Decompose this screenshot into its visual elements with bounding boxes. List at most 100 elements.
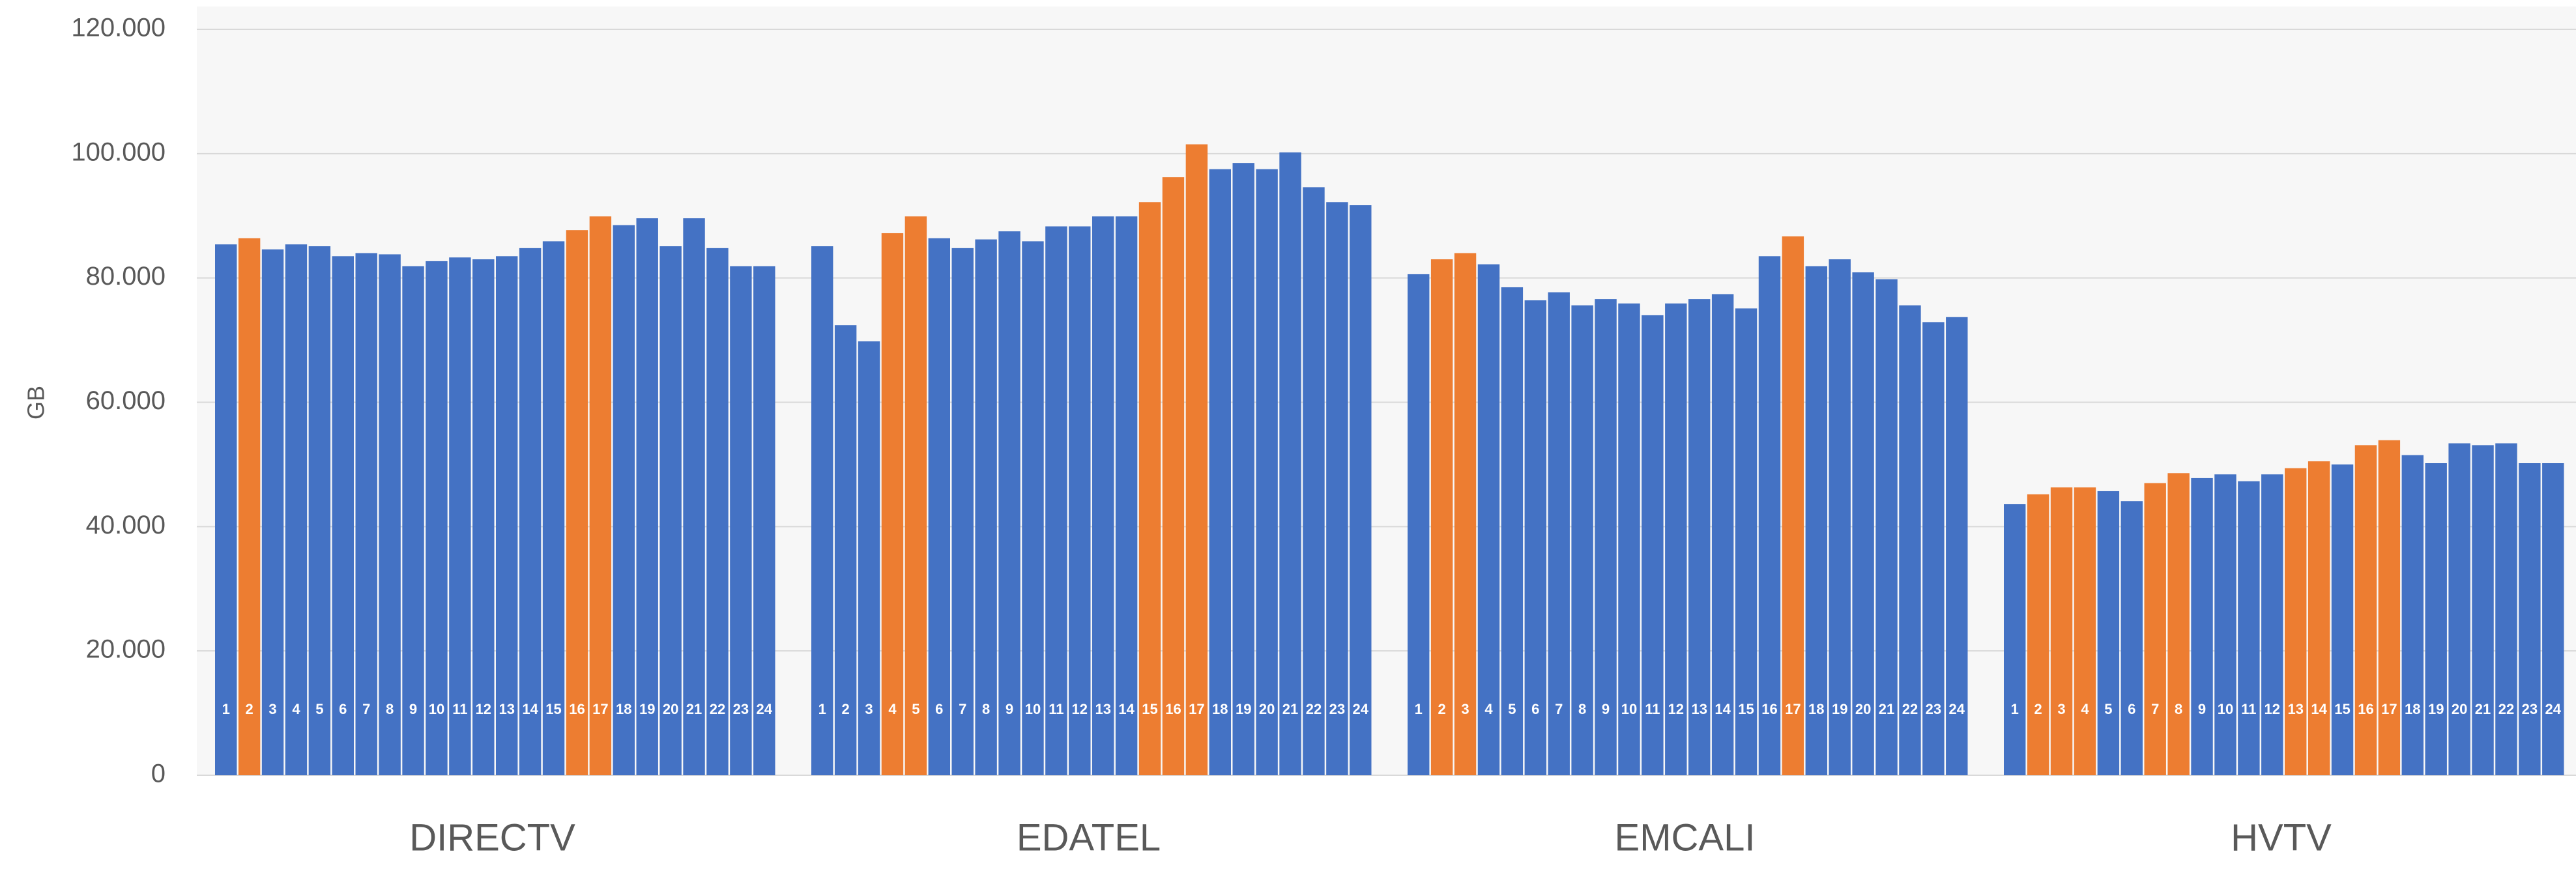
bar — [1350, 205, 1372, 775]
bar — [2354, 445, 2377, 775]
bar-label: 20 — [1259, 701, 1275, 717]
bar-label: 14 — [1118, 701, 1135, 717]
bar-label: 7 — [2151, 701, 2159, 717]
bar — [613, 225, 635, 775]
bar — [881, 233, 904, 775]
x-tick-label: HVTV — [2231, 816, 2332, 859]
bar-label: 13 — [1095, 701, 1110, 717]
bar-label: 18 — [1808, 701, 1824, 717]
bar-label: 8 — [982, 701, 990, 717]
y-tick-label: 100.000 — [71, 137, 166, 166]
bar — [2074, 487, 2096, 775]
bar — [1922, 322, 1945, 776]
bar — [285, 244, 308, 775]
bar-label: 16 — [1165, 701, 1181, 717]
bar — [904, 216, 927, 775]
bar — [683, 218, 705, 776]
bar — [2285, 468, 2307, 775]
bar-label: 21 — [1282, 701, 1298, 717]
bar-label: 8 — [386, 701, 394, 717]
x-tick-label: EDATEL — [1017, 816, 1161, 859]
bar — [1852, 272, 1874, 775]
bar — [1069, 226, 1091, 775]
bar-label: 15 — [545, 701, 561, 717]
bar — [2167, 473, 2190, 775]
bar-label: 5 — [1508, 701, 1516, 717]
bar-label: 2 — [246, 701, 253, 717]
bar-label: 8 — [2175, 701, 2182, 717]
bar-label: 24 — [1949, 701, 1965, 717]
bar — [2308, 461, 2330, 775]
bar-label: 6 — [2128, 701, 2135, 717]
bar — [1711, 294, 1734, 776]
bar-label: 22 — [710, 701, 725, 717]
bar-label: 13 — [499, 701, 514, 717]
bar — [472, 259, 495, 776]
bar-label: 20 — [663, 701, 678, 717]
bar — [730, 266, 752, 776]
bar — [2495, 443, 2517, 775]
bar — [1209, 169, 1231, 775]
bar-label: 3 — [268, 701, 276, 717]
bar — [858, 341, 880, 775]
bar — [1408, 274, 1430, 776]
bar-label: 5 — [315, 701, 323, 717]
bar-label: 4 — [888, 701, 897, 717]
bar — [1829, 259, 1851, 776]
y-tick-label: 0 — [151, 760, 166, 788]
bar — [2214, 474, 2236, 775]
bar-label: 16 — [569, 701, 585, 717]
bar-label: 8 — [1578, 701, 1586, 717]
bar — [636, 218, 658, 776]
bar — [566, 230, 588, 776]
bar-label: 17 — [1189, 701, 1204, 717]
bar-label: 24 — [2545, 701, 2562, 717]
y-tick-label: 60.000 — [86, 386, 166, 415]
bar — [355, 253, 377, 775]
bar-label: 20 — [1855, 701, 1871, 717]
bar — [1477, 264, 1500, 775]
bar-label: 1 — [222, 701, 230, 717]
bar — [1735, 308, 1758, 775]
bar — [1805, 266, 1827, 776]
x-tick-label: DIRECTV — [409, 816, 575, 859]
bar — [542, 241, 565, 775]
bar — [2425, 463, 2447, 775]
bar — [2331, 464, 2354, 775]
bar — [1115, 216, 1138, 775]
bar — [1688, 299, 1711, 775]
bar — [2542, 463, 2564, 775]
bar — [1303, 187, 1325, 775]
bar-label: 23 — [2522, 701, 2538, 717]
bar-label: 1 — [818, 701, 826, 717]
bar — [1430, 259, 1453, 776]
bar — [449, 257, 471, 775]
bar — [1758, 256, 1781, 775]
bar-label: 3 — [865, 701, 873, 717]
bar-label: 15 — [1142, 701, 1157, 717]
bar — [951, 248, 974, 775]
bar-label: 23 — [1329, 701, 1345, 717]
bar — [1092, 216, 1114, 775]
bar — [2004, 504, 2026, 775]
bar-label: 23 — [733, 701, 749, 717]
bar — [1899, 305, 1921, 775]
bar-label: 1 — [1415, 701, 1423, 717]
bar-label: 13 — [1691, 701, 1707, 717]
bar-label: 14 — [1715, 701, 1731, 717]
bar — [1162, 177, 1185, 775]
bar-label: 24 — [1353, 701, 1369, 717]
bar — [1326, 202, 1348, 776]
bar — [975, 239, 997, 776]
bar — [1256, 169, 1278, 775]
bar-label: 21 — [2475, 701, 2491, 717]
bar-label: 4 — [2081, 701, 2089, 717]
bar-label: 11 — [1049, 701, 1064, 717]
bar — [2401, 455, 2424, 775]
bar — [2261, 474, 2283, 775]
bar-label: 21 — [686, 701, 702, 717]
bar — [1232, 163, 1254, 776]
bar — [1642, 315, 1664, 776]
bar — [2027, 494, 2049, 775]
bar-label: 20 — [2452, 701, 2467, 717]
